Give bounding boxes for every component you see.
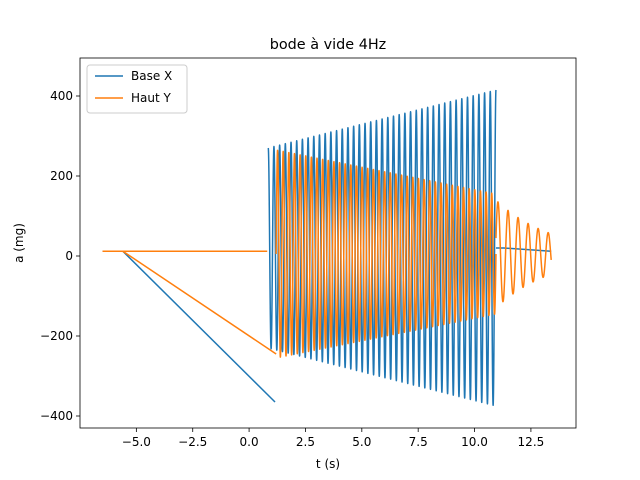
series-base-x-line (267, 89, 497, 407)
series-haut-y-line (275, 149, 497, 358)
x-tick-label: 5.0 (352, 435, 371, 449)
y-axis-label: a (mg) (12, 223, 26, 263)
legend-label-base-x: Base X (131, 69, 172, 83)
legend-box (86, 64, 188, 114)
y-tick-label: −400 (40, 409, 73, 423)
y-tick-label: −200 (40, 329, 73, 343)
series-haut-y-line (495, 201, 552, 303)
x-tick-label: 7.5 (409, 435, 428, 449)
x-axis: −5.0 −2.5 0.0 2.5 5.0 7.5 10.0 12.5 (122, 428, 544, 449)
legend: Base X Haut Y (86, 64, 188, 114)
y-axis: −400 −200 0 200 400 (40, 89, 80, 423)
x-tick-label: 2.5 (296, 435, 315, 449)
x-tick-label: 10.0 (461, 435, 488, 449)
y-tick-label: 0 (65, 249, 73, 263)
x-tick-label: 0.0 (240, 435, 259, 449)
x-tick-label: −5.0 (122, 435, 151, 449)
series-haut-y-line (122, 250, 277, 355)
x-tick-label: −2.5 (178, 435, 207, 449)
x-tick-label: 12.5 (518, 435, 545, 449)
plot-area (79, 57, 577, 429)
y-tick-label: 200 (50, 169, 73, 183)
chart-title: bode à vide 4Hz (270, 37, 387, 53)
x-axis-label: t (s) (316, 457, 340, 471)
y-tick-label: 400 (50, 89, 73, 103)
series-base-x-line (122, 250, 276, 403)
legend-label-haut-y: Haut Y (131, 91, 172, 105)
plot-frame (79, 57, 577, 429)
series-layer (102, 89, 552, 407)
